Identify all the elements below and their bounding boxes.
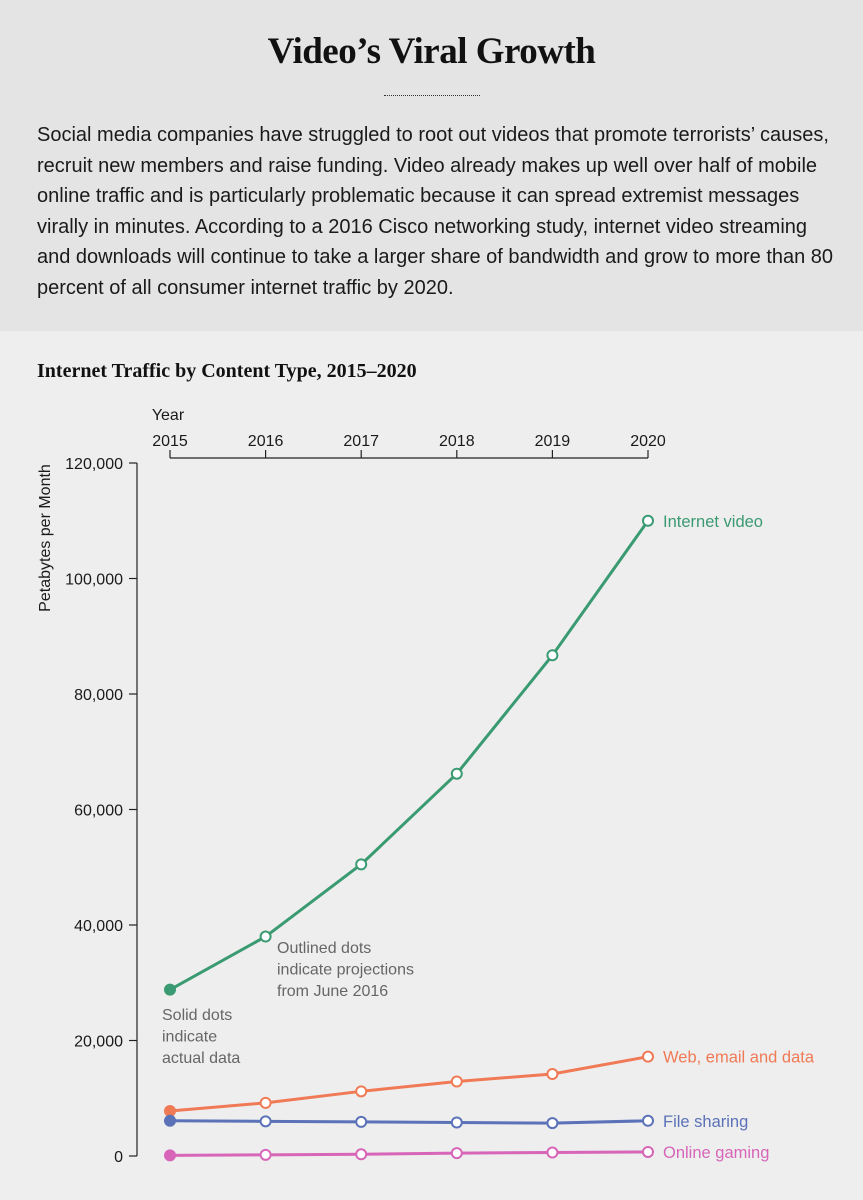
x-tick-label: 2016 (248, 433, 284, 450)
projected-data-point (259, 1096, 272, 1109)
projected-data-point (355, 1085, 368, 1098)
projected-data-point (546, 1067, 559, 1080)
x-tick-label: 2020 (630, 433, 666, 450)
projected-data-point (642, 514, 654, 527)
series-line (169, 1150, 649, 1157)
projected-data-point (450, 767, 463, 780)
projected-data-point (546, 1117, 559, 1130)
actual-data-point (164, 983, 176, 996)
series-line (169, 1055, 649, 1113)
projected-data-point (450, 1116, 463, 1129)
y-tick-label: 20,000 (74, 1034, 123, 1051)
series-line (169, 519, 650, 991)
x-tick-label: 2015 (152, 433, 188, 450)
projection-note: from June 2016 (277, 983, 388, 1000)
y-tick-label: 100,000 (65, 572, 123, 589)
projected-data-point (355, 858, 368, 871)
series-label: Internet video (663, 513, 763, 531)
projection-note: Outlined dots (277, 940, 371, 957)
series-label: File sharing (663, 1113, 748, 1131)
projected-data-point (450, 1075, 463, 1088)
x-tick-label: 2018 (439, 433, 475, 450)
x-tick-label: 2019 (535, 433, 571, 450)
y-tick-label: 40,000 (74, 918, 123, 935)
intro-paragraph: Social media companies have struggled to… (37, 124, 834, 299)
projected-data-point (642, 1145, 654, 1158)
projected-data-point (546, 649, 559, 662)
header-panel: Video’s Viral Growth Social media compan… (0, 0, 863, 331)
page-title: Video’s Viral Growth (267, 31, 596, 72)
actual-data-note: indicate (162, 1029, 217, 1046)
actual-data-point (164, 1104, 176, 1117)
y-tick-label: 0 (114, 1149, 123, 1166)
projected-data-point (355, 1115, 368, 1128)
chart-title: Internet Traffic by Content Type, 2015–2… (37, 360, 417, 382)
series-line (169, 1119, 649, 1125)
y-tick-label: 120,000 (65, 456, 123, 473)
y-tick-label: 80,000 (74, 687, 123, 704)
x-tick-label: 2017 (343, 433, 379, 450)
projection-note: indicate projections (277, 962, 414, 979)
series-label: Web, email and data (663, 1049, 815, 1067)
projected-data-point (259, 1148, 272, 1161)
projected-data-point (355, 1148, 368, 1161)
y-axis-label: Petabytes per Month (37, 464, 54, 612)
projected-data-point (642, 1050, 654, 1063)
series-label: Online gaming (663, 1144, 769, 1162)
projected-data-point (546, 1146, 559, 1159)
actual-data-note: actual data (162, 1050, 240, 1067)
title-divider (384, 95, 480, 96)
actual-data-point (164, 1114, 176, 1127)
actual-data-note: Solid dots (162, 1007, 232, 1024)
projected-data-point (259, 930, 272, 943)
x-axis-label: Year (152, 407, 185, 424)
y-tick-label: 60,000 (74, 803, 123, 820)
projected-data-point (642, 1114, 654, 1127)
projected-data-point (450, 1147, 463, 1160)
projected-data-point (259, 1115, 272, 1128)
actual-data-point (164, 1149, 176, 1162)
